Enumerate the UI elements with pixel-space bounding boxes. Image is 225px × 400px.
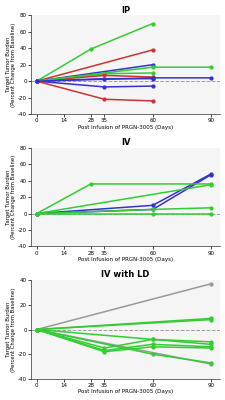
- Title: IP: IP: [121, 6, 130, 14]
- X-axis label: Post Infusion of PRGN-3005 (Days): Post Infusion of PRGN-3005 (Days): [78, 125, 173, 130]
- Y-axis label: Target Tumor Burden
(Percent Change from Baseline): Target Tumor Burden (Percent Change from…: [6, 155, 16, 239]
- Y-axis label: Target Tumor Burden
(Percent Change from Baseline): Target Tumor Burden (Percent Change from…: [6, 22, 16, 107]
- X-axis label: Post Infusion of PRGN-3005 (Days): Post Infusion of PRGN-3005 (Days): [78, 257, 173, 262]
- X-axis label: Post Infusion of PRGN-3005 (Days): Post Infusion of PRGN-3005 (Days): [78, 390, 173, 394]
- Title: IV: IV: [120, 138, 130, 147]
- Title: IV with LD: IV with LD: [101, 270, 149, 279]
- Y-axis label: Target Tumor Burden
(Percent Change from Baseline): Target Tumor Burden (Percent Change from…: [6, 287, 16, 372]
